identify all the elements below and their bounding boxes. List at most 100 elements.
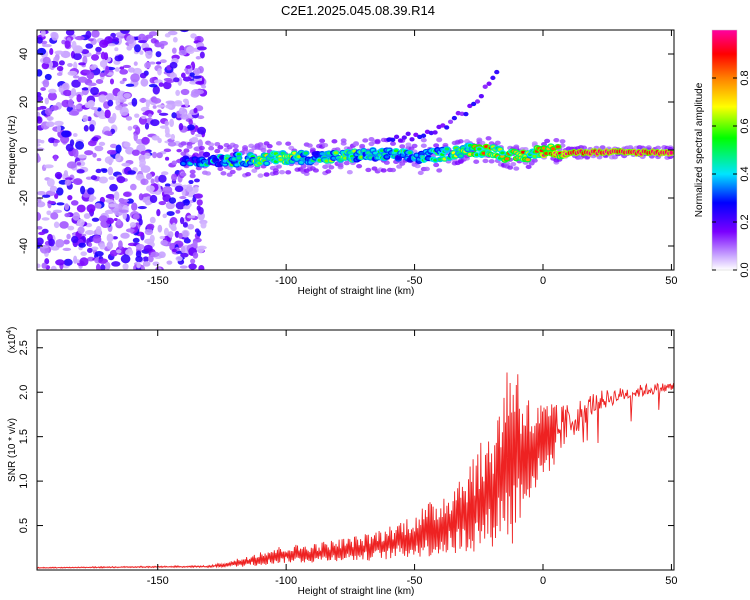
noise-speckle <box>161 171 169 176</box>
ridge-core <box>525 158 531 162</box>
branch-cell <box>463 111 469 117</box>
noise-speckle <box>112 236 118 240</box>
ridge-halo <box>180 172 187 177</box>
noise-speckle <box>42 194 51 198</box>
ridge-halo <box>362 138 369 143</box>
noise-speckle <box>118 240 123 250</box>
chart-title: C2E1.2025.045.08.39.R14 <box>281 3 435 18</box>
noise-speckle <box>84 229 95 235</box>
noise-speckle <box>119 80 125 85</box>
noise-speckle <box>58 60 65 66</box>
ridge-core <box>264 161 269 165</box>
ridge-core <box>467 152 473 156</box>
ridge-halo <box>340 138 347 143</box>
noise-speckle <box>53 139 60 144</box>
noise-speckle <box>170 133 176 141</box>
noise-speckle <box>135 255 143 263</box>
noise-speckle <box>70 87 77 97</box>
noise-speckle <box>65 143 74 152</box>
noise-speckle <box>199 51 205 59</box>
ridge-halo <box>544 138 551 144</box>
noise-speckle <box>196 245 205 254</box>
noise-speckle <box>186 186 193 193</box>
ridge-halo <box>513 144 520 149</box>
snr-frame <box>36 329 675 571</box>
noise-speckle <box>80 185 86 195</box>
noise-speckle <box>112 37 120 42</box>
noise-speckle <box>200 221 207 229</box>
noise-speckle <box>37 47 47 56</box>
noise-speckle <box>159 125 169 129</box>
noise-speckle <box>140 78 149 87</box>
y-tick-label: 2.0 <box>18 385 30 400</box>
noise-speckle <box>158 251 166 259</box>
noise-speckle <box>42 44 52 48</box>
noise-speckle <box>49 48 54 55</box>
noise-speckle <box>85 43 94 49</box>
noise-speckle <box>126 198 134 204</box>
branch-cell <box>451 115 457 121</box>
snr-exponent-close: ) <box>7 327 18 330</box>
noise-speckle <box>125 248 134 256</box>
noise-speckle <box>113 191 120 201</box>
noise-speckle <box>115 98 121 106</box>
noise-speckle <box>95 79 104 84</box>
snr-x-axis-label: Height of straight line (km) <box>298 586 415 597</box>
ridge-halo <box>186 144 193 149</box>
noise-speckle <box>190 258 196 264</box>
noise-speckle <box>87 187 95 195</box>
ridge-core <box>393 149 399 153</box>
noise-speckle <box>174 185 184 193</box>
noise-speckle <box>75 140 85 150</box>
noise-speckle <box>47 200 56 205</box>
ridge-halo <box>346 170 353 175</box>
ridge-halo <box>494 140 501 146</box>
noise-speckle <box>197 126 207 135</box>
noise-speckle <box>89 124 95 132</box>
noise-speckle <box>109 78 115 85</box>
noise-speckle <box>156 152 163 159</box>
noise-speckle <box>67 225 75 231</box>
snr-line-marks <box>37 372 674 569</box>
noise-speckle <box>108 176 115 181</box>
ridge-halo <box>359 143 366 149</box>
colorbar-tick-label: 0.6 <box>739 118 750 133</box>
ridge-core <box>396 156 401 160</box>
noise-speckle <box>91 217 100 222</box>
noise-speckle <box>49 185 58 192</box>
branch-cell <box>471 101 477 107</box>
noise-speckle <box>190 33 197 39</box>
noise-speckle <box>115 153 122 162</box>
noise-speckle <box>45 121 55 128</box>
noise-speckle <box>42 79 50 88</box>
ridge-core <box>400 153 406 157</box>
y-tick-label: -40 <box>18 238 30 254</box>
noise-speckle <box>175 201 186 210</box>
noise-speckle <box>142 47 153 52</box>
ridge-halo <box>541 142 548 147</box>
ridge-halo <box>380 168 387 173</box>
colorbar-tick-label: 0.0 <box>739 262 750 277</box>
noise-speckle <box>175 209 181 214</box>
noise-speckle <box>86 247 93 253</box>
x-tick-label: -150 <box>147 575 169 587</box>
ridge-halo <box>189 173 196 179</box>
ridge-halo <box>390 167 397 173</box>
branch-cell <box>494 69 500 75</box>
ridge-halo <box>473 159 480 164</box>
noise-speckle <box>37 116 43 124</box>
ridge-halo <box>531 158 538 163</box>
noise-speckle <box>127 125 133 131</box>
noise-speckle <box>169 61 178 69</box>
noise-speckle <box>164 183 171 187</box>
noise-speckle <box>100 51 106 60</box>
noise-speckle <box>180 72 186 79</box>
noise-speckle <box>151 135 160 141</box>
noise-speckle <box>107 166 114 176</box>
noise-speckle <box>167 141 177 147</box>
noise-speckle <box>67 70 78 76</box>
ridge-halo <box>251 168 258 173</box>
noise-speckle <box>126 35 135 45</box>
noise-speckle <box>72 75 80 79</box>
noise-speckle <box>41 217 50 221</box>
